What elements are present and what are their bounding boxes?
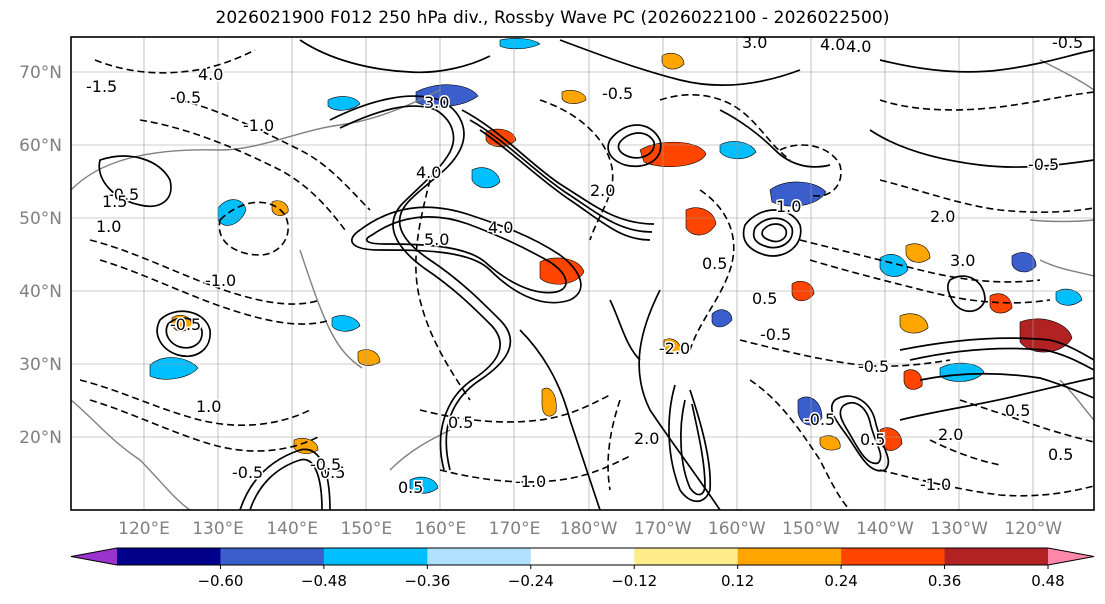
contour-label: 0.5: [1005, 401, 1030, 420]
contour-label: 1.5: [102, 192, 127, 211]
contour-label: 4.0: [846, 37, 871, 56]
map-panel: 4.0 -0.5 -1.0 3.0 -1.5 4.0 5.0 4.0 -0.5 1.0 1.5 -1.…: [71, 33, 1094, 510]
colorbar-tick-label: −0.60: [197, 572, 243, 590]
colorbar-tick-label: 0.36: [928, 572, 961, 590]
colorbar: [71, 548, 1094, 565]
colorbar-tick-label: −0.12: [611, 572, 657, 590]
contour-label: 0.5: [702, 254, 727, 273]
contour-label: -1.5: [86, 77, 117, 96]
map-figure: 4.0 -0.5 -1.0 3.0 -1.5 4.0 5.0 4.0 -0.5 1.0 1.5 -1.…: [0, 0, 1105, 604]
colorbar-segment: [220, 548, 324, 565]
longitude-label: 130°W: [930, 519, 988, 539]
colorbar-ticks: −0.60 −0.48 −0.36 −0.24 −0.12 0.12 0.24 0.36 0.4…: [197, 565, 1105, 590]
contour-label: 4.0: [416, 163, 441, 182]
colorbar-segment: [634, 548, 738, 565]
contour-label: -0.5: [760, 325, 791, 344]
colorbar-segment: [945, 548, 1049, 565]
latitude-label: 60°N: [19, 136, 62, 156]
contour-label: 0.5: [752, 289, 777, 308]
latitude-label: 40°N: [19, 282, 62, 302]
contour-label: 1.0: [96, 217, 121, 236]
colorbar-segment: [117, 548, 221, 565]
contour-label: 0.5: [860, 430, 885, 449]
contour-label: -1.0: [205, 271, 236, 290]
longitude-label: 140°E: [266, 519, 318, 539]
contour-label: 0.5: [1048, 445, 1073, 464]
longitude-axis: 120°E 130°E 140°E 150°E 160°E 170°E 180°W 170°W…: [118, 519, 1062, 539]
longitude-label: 140°W: [856, 519, 914, 539]
figure: 2026021900 F012 250 hPa div., Rossby Wav…: [0, 0, 1105, 604]
contour-label: 4.0: [198, 65, 223, 84]
contour-label: 2.0: [930, 207, 955, 226]
contour-label: -2.0: [659, 339, 690, 358]
colorbar-segment: [531, 548, 635, 565]
contour-label: 2.0: [590, 181, 615, 200]
contour-label: -0.5: [1028, 155, 1059, 174]
contour-label: 2.0: [938, 425, 963, 444]
contour-label: -0.5: [232, 463, 263, 482]
colorbar-segment: [841, 548, 945, 565]
colorbar-tick-label: 0.48: [1031, 572, 1064, 590]
contour-label: 4.0: [488, 218, 513, 237]
contour-label: 1.0: [196, 397, 221, 416]
contour-label: -0.5: [858, 357, 889, 376]
colorbar-tick-label: −0.36: [404, 572, 450, 590]
longitude-label: 120°W: [1004, 519, 1062, 539]
contour-label: -0.5: [1052, 33, 1083, 52]
latitude-label: 50°N: [19, 209, 62, 229]
contour-label: -0.5: [310, 455, 341, 474]
longitude-label: 160°W: [708, 519, 766, 539]
colorbar-tick-label: 0.24: [824, 572, 857, 590]
contour-label: -0.5: [602, 84, 633, 103]
latitude-label: 20°N: [19, 428, 62, 448]
contour-label: -0.5: [804, 410, 835, 429]
colorbar-segment: [427, 548, 531, 565]
contour-label: 0.5: [448, 413, 473, 432]
contour-label: 3.0: [424, 93, 449, 112]
contour-label: -1.0: [515, 472, 546, 491]
latitude-label: 70°N: [19, 63, 62, 83]
colorbar-tick-label: −0.48: [301, 572, 347, 590]
colorbar-extension-high: [1048, 548, 1094, 565]
colorbar-tick-label: 0.12: [721, 572, 754, 590]
longitude-label: 170°E: [489, 519, 541, 539]
longitude-label: 130°E: [192, 519, 244, 539]
contour-label: 1.0: [776, 197, 801, 216]
contour-label: -0.5: [170, 88, 201, 107]
longitude-label: 160°E: [415, 519, 467, 539]
contour-label: 0.5: [398, 478, 423, 497]
contour-label: 5.0: [424, 230, 449, 249]
contour-label: -1.0: [920, 475, 951, 494]
latitude-label: 30°N: [19, 355, 62, 375]
latitude-axis: 70°N 60°N 50°N 40°N 30°N 20°N: [19, 63, 62, 448]
contour-label: -0.5: [170, 315, 201, 334]
longitude-label: 170°W: [634, 519, 692, 539]
contour-label: 4.0: [820, 35, 845, 54]
longitude-label: 120°E: [118, 519, 170, 539]
colorbar-segment: [738, 548, 842, 565]
contour-label: 3.0: [742, 33, 767, 52]
colorbar-extension-low: [71, 548, 117, 565]
contour-label: -1.0: [243, 116, 274, 135]
contour-label: 3.0: [950, 251, 975, 270]
contour-label: 2.0: [634, 429, 659, 448]
longitude-label: 180°W: [560, 519, 618, 539]
colorbar-tick-label: −0.24: [508, 572, 554, 590]
colorbar-segment: [324, 548, 428, 565]
longitude-label: 150°W: [782, 519, 840, 539]
longitude-label: 150°E: [340, 519, 392, 539]
